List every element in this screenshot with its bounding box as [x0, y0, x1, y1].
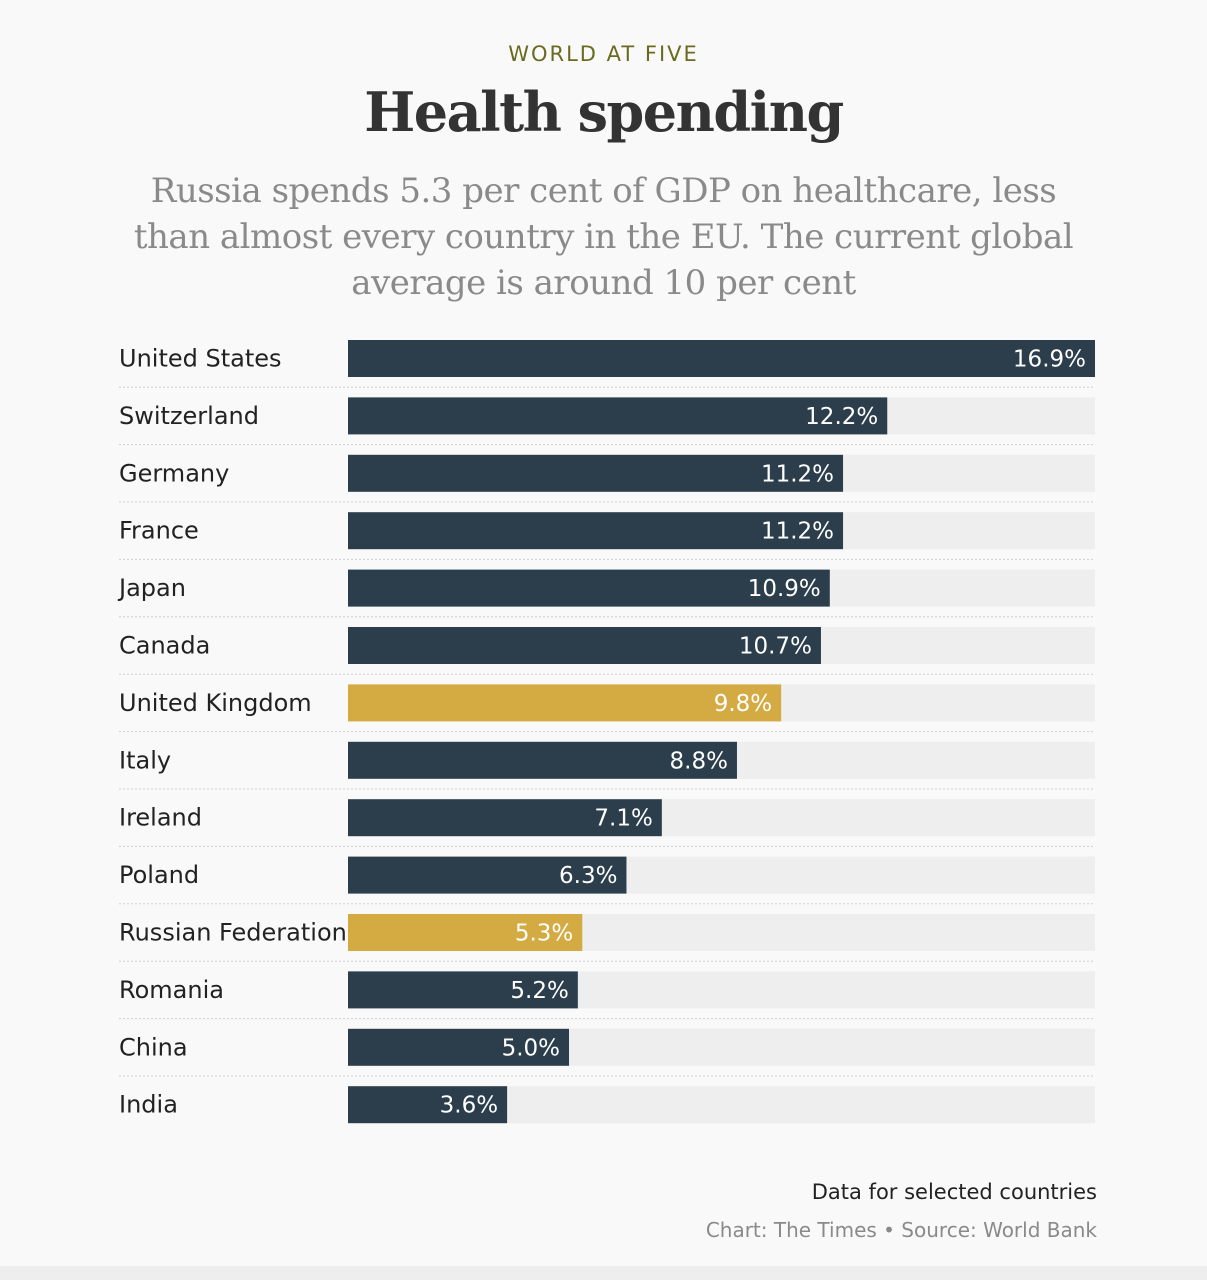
- value-label-13: 5.0%: [502, 1035, 560, 1061]
- bar-10: [348, 856, 627, 894]
- category-label-14: India: [119, 1091, 178, 1119]
- bar-12: [348, 971, 578, 1009]
- value-label-1: 16.9%: [1013, 347, 1086, 373]
- kicker: WORLD AT FIVE: [508, 42, 699, 66]
- value-label-3: 11.2%: [761, 461, 834, 487]
- bar-1: [348, 340, 1095, 377]
- bar-5: [348, 569, 830, 607]
- value-label-12: 5.2%: [510, 978, 568, 1004]
- chart-title: Health spending: [364, 80, 844, 144]
- category-label-9: Ireland: [119, 804, 202, 832]
- value-label-14: 3.6%: [440, 1093, 498, 1119]
- category-label-4: France: [119, 517, 199, 545]
- bar-9: [348, 799, 662, 837]
- bar-11: [348, 914, 583, 951]
- value-label-6: 10.7%: [739, 634, 812, 660]
- value-label-2: 12.2%: [805, 404, 878, 430]
- bar-8: [348, 741, 737, 779]
- category-label-11: Russian Federation: [119, 919, 347, 947]
- value-label-8: 8.8%: [670, 748, 728, 774]
- category-label-5: Japan: [117, 574, 186, 602]
- category-label-6: Canada: [119, 632, 210, 660]
- bar-chart: United States 16.9% Switzerland 12.2% German…: [117, 340, 1095, 1124]
- category-label-13: China: [119, 1033, 188, 1061]
- bar-13: [348, 1028, 570, 1066]
- chart-subtitle: Russia spends 5.3 per cent of GDP on hea…: [133, 171, 1074, 303]
- bar-3: [348, 454, 844, 492]
- category-label-12: Romania: [119, 976, 224, 1004]
- value-label-9: 7.1%: [594, 806, 652, 832]
- value-label-10: 6.3%: [559, 863, 617, 889]
- bottom-strip: [0, 1266, 1207, 1280]
- bar-14: [348, 1086, 508, 1124]
- value-label-5: 10.9%: [748, 576, 821, 602]
- value-label-7: 9.8%: [714, 691, 772, 717]
- category-label-2: Switzerland: [119, 402, 259, 430]
- value-label-4: 11.2%: [761, 519, 834, 545]
- bar-4: [348, 512, 844, 550]
- source-credit: Chart: The Times • Source: World Bank: [705, 1218, 1097, 1242]
- footnote: Data for selected countries: [811, 1180, 1097, 1204]
- category-label-7: United Kingdom: [119, 689, 312, 717]
- bar-2: [348, 397, 888, 435]
- category-label-3: Germany: [119, 459, 229, 487]
- value-label-11: 5.3%: [515, 921, 573, 947]
- category-label-10: Poland: [119, 861, 199, 889]
- bar-7: [348, 684, 782, 722]
- category-label-8: Italy: [119, 746, 171, 774]
- bar-6: [348, 627, 821, 664]
- category-label-1: United States: [119, 345, 282, 373]
